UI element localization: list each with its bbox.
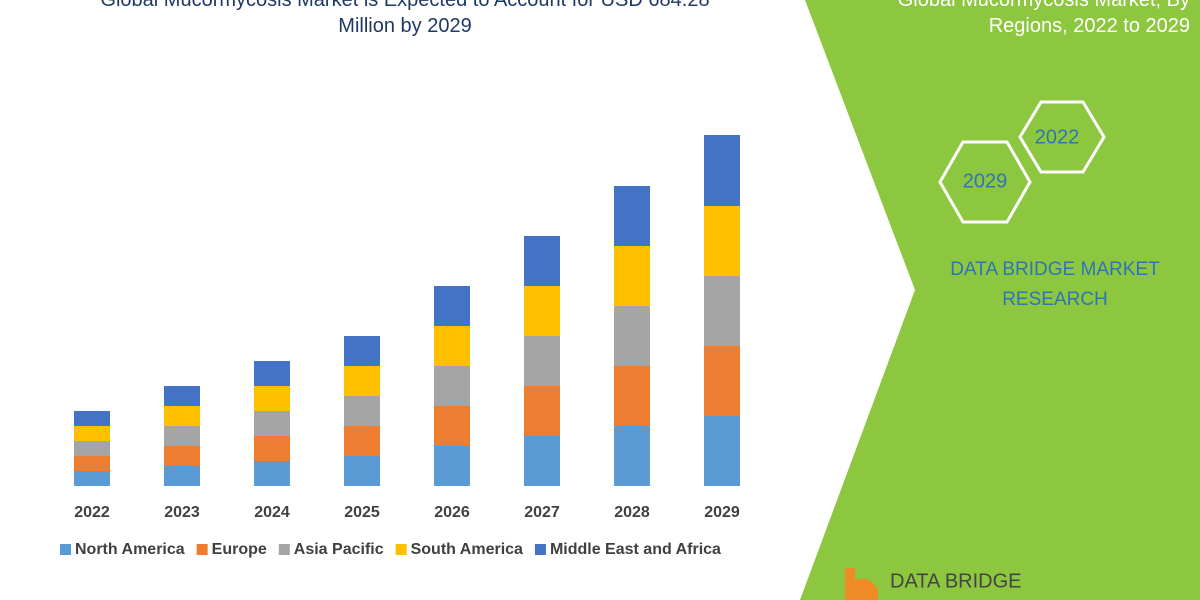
- panel-title: Global Mucormycosis Market, By Regions, …: [897, 0, 1190, 37]
- bar-segment: [614, 426, 650, 486]
- bar-segment: [254, 436, 290, 461]
- legend-swatch: [395, 544, 407, 555]
- bar-segment: [74, 471, 110, 486]
- bar-segment: [254, 461, 290, 486]
- bar-segment: [164, 386, 200, 406]
- legend-label: Europe: [212, 541, 267, 558]
- hexagon: [938, 140, 1032, 224]
- bar-segment: [524, 436, 560, 486]
- bar-segment: [434, 326, 470, 366]
- bar-segment: [614, 306, 650, 366]
- bar-segment: [524, 286, 560, 336]
- bar-segment: [74, 456, 110, 471]
- legend-label: North America: [75, 541, 185, 558]
- bar-segment: [524, 236, 560, 286]
- legend-swatch: [60, 544, 71, 555]
- bar-segment: [524, 386, 560, 436]
- x-tick-label: 2022: [74, 504, 110, 521]
- bar-segment: [344, 396, 380, 426]
- bar-segment: [74, 441, 110, 456]
- logo-text: DATA BRIDGE: [890, 570, 1022, 592]
- bar-segment: [344, 336, 380, 366]
- bar-segment: [434, 446, 470, 486]
- bar-segment: [524, 336, 560, 386]
- bar-segment: [704, 346, 740, 416]
- bar-segment: [704, 206, 740, 276]
- brand: DATA BRIDGE MARKET RESEARCH: [950, 259, 1160, 310]
- bar-segment: [614, 366, 650, 426]
- chart-title: Global Mucormycosis Market is Expected t…: [100, 0, 710, 37]
- x-tick-label: 2025: [344, 504, 380, 521]
- bar-segment: [164, 406, 200, 426]
- bar-segment: [164, 446, 200, 466]
- bar-segment: [164, 466, 200, 486]
- x-tick-label: 2027: [524, 504, 560, 521]
- bar-segment: [434, 366, 470, 406]
- logo-mark: [845, 568, 878, 600]
- legend-label: South America: [411, 541, 523, 558]
- legend-swatch: [534, 544, 546, 555]
- x-tick-label: 2026: [434, 504, 470, 521]
- bar-segment: [704, 135, 740, 206]
- bar-segment: [344, 456, 380, 486]
- bar-segment: [704, 276, 740, 346]
- bar-segment: [254, 361, 290, 386]
- hexagon: [1018, 100, 1106, 174]
- x-tick-label: 2028: [614, 504, 650, 521]
- bar-segment: [164, 426, 200, 446]
- bar-segment: [434, 406, 470, 446]
- bar-segment: [704, 416, 740, 486]
- bar-segment: [614, 186, 650, 246]
- legend-label: Middle East and Africa: [550, 541, 721, 558]
- legend-swatch: [278, 544, 290, 555]
- bar-segment: [74, 426, 110, 441]
- x-tick-label: 2024: [254, 504, 290, 521]
- bar-segment: [344, 426, 380, 456]
- hexagon-label: 2022: [1035, 126, 1080, 148]
- hexagon-label: 2029: [963, 170, 1008, 192]
- bar-segment: [614, 246, 650, 306]
- x-tick-label: 2029: [704, 504, 740, 521]
- bar-segment: [254, 386, 290, 411]
- bar-segment: [434, 286, 470, 326]
- legend-label: Asia Pacific: [294, 541, 384, 558]
- bar-segment: [74, 411, 110, 426]
- bar-segment: [344, 366, 380, 396]
- bar-segment: [254, 411, 290, 436]
- legend-swatch: [196, 544, 208, 555]
- side-panel: [800, 0, 1200, 600]
- x-tick-label: 2023: [164, 504, 200, 521]
